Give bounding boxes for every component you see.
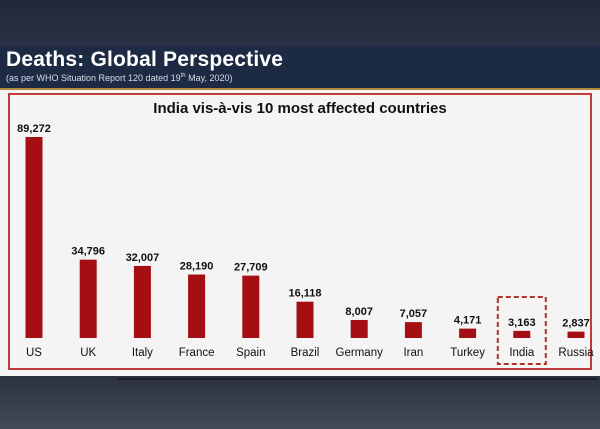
category-label: Italy: [132, 347, 153, 359]
bar-spain: [242, 275, 260, 338]
value-label: 2,837: [562, 318, 590, 330]
bar-chart: 89,272 US 34,796 UK 32,007 Italy 28,190 France 2…: [17, 123, 594, 365]
value-label: 4,171: [454, 315, 482, 327]
bar-germany: [350, 319, 368, 338]
bar-uk: [79, 259, 97, 338]
value-label: 28,190: [180, 261, 214, 273]
subtitle-text: (as per WHO Situation Report 120 dated 1…: [6, 73, 181, 83]
slide-subtitle: (as per WHO Situation Report 120 dated 1…: [6, 73, 232, 83]
category-label: Turkey: [450, 347, 485, 359]
category-label: France: [179, 347, 215, 359]
category-label: UK: [80, 347, 96, 359]
bar-france: [188, 274, 206, 338]
bottom-divider: [118, 378, 598, 380]
bar-us: [25, 137, 43, 338]
bar-italy: [133, 265, 151, 338]
subtitle-text-end: May, 2020): [185, 73, 233, 83]
bar-iran: [404, 322, 422, 338]
value-label: 16,118: [288, 288, 321, 300]
value-label: 3,163: [508, 317, 536, 329]
bar-brazil: [296, 301, 314, 338]
bar-russia: [567, 331, 585, 338]
highlight-box: [496, 296, 547, 365]
value-label: 8,007: [345, 306, 373, 318]
value-label: 34,796: [71, 246, 105, 258]
bottom-strip: [0, 376, 600, 429]
bar-turkey: [459, 328, 477, 338]
bar-india: [513, 330, 531, 338]
category-label: Iran: [403, 347, 423, 359]
value-label: 7,057: [400, 308, 428, 320]
background-strip: [0, 0, 600, 46]
value-label: 89,272: [17, 123, 51, 135]
category-label: Germany: [336, 347, 384, 359]
category-label: India: [509, 347, 535, 359]
subtitle-superscript: th: [180, 73, 186, 79]
slide-title: Deaths: Global Perspective: [6, 48, 284, 71]
category-label: US: [26, 347, 42, 359]
category-label: Spain: [236, 347, 265, 359]
chart-title: India vis-à-vis 10 most affected countri…: [153, 100, 447, 117]
chart-panel: India vis-à-vis 10 most affected countri…: [0, 90, 600, 376]
value-label: 27,709: [234, 262, 268, 274]
category-label: Russia: [558, 347, 594, 359]
category-label: Brazil: [291, 347, 320, 359]
value-label: 32,007: [126, 252, 160, 264]
slide-header: Deaths: Global Perspective (as per WHO S…: [0, 46, 600, 90]
